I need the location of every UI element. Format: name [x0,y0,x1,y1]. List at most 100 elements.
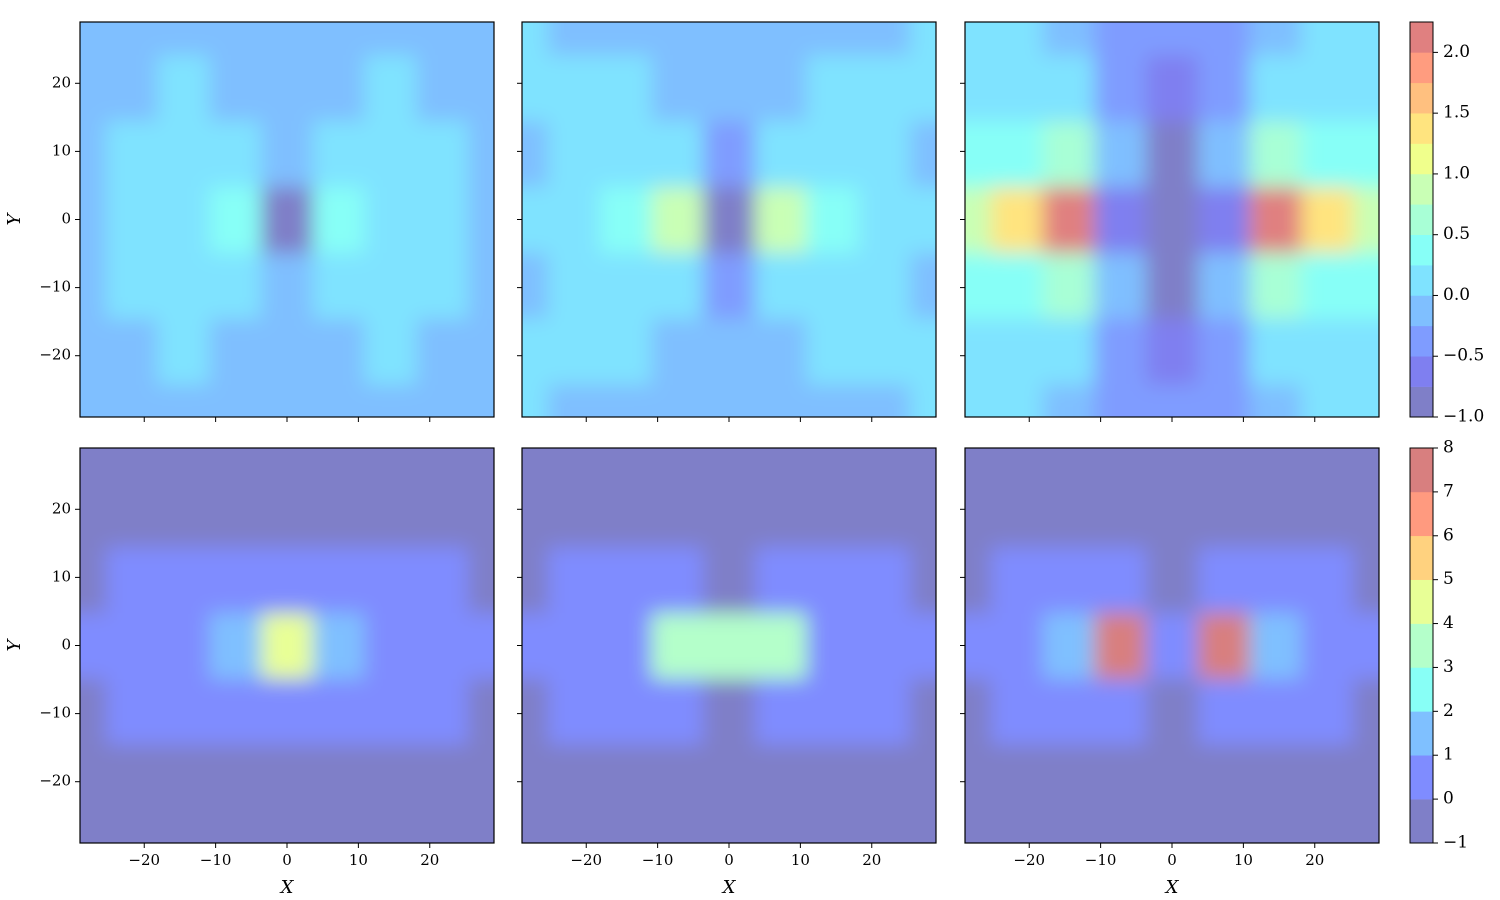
contour-cell [910,744,936,811]
contour-cell [1197,318,1251,385]
contour-cell [80,810,107,843]
contour-cell [468,120,494,188]
colorbar-tick-label: 0.5 [1443,224,1470,244]
colorbar-tick-label: 1 [1443,745,1454,765]
contour-cell [1301,384,1354,417]
contour-cell [364,546,417,614]
x-tick-label: 0 [282,851,292,869]
contour-cell [1197,612,1251,679]
contour-cell [965,186,992,253]
colorbar-frame [1409,21,1434,418]
contour-cell [522,186,549,253]
contour-cell [105,120,159,188]
contour-cell [965,480,992,548]
contour-cell [364,318,417,385]
contour-cell [754,612,808,679]
contour-cell [468,612,494,679]
x-tick-label: −10 [642,851,674,869]
contour-cell [1146,744,1199,811]
contour-cell [1249,448,1302,482]
contour-cell [312,678,366,745]
contour-cell [990,546,1044,614]
contour-cell [547,810,601,843]
contour-cell [261,744,314,811]
contour-cell [80,252,107,319]
contour-cell [1353,384,1379,417]
contour-cell [416,448,469,482]
colorbar-band [1410,448,1433,493]
contour-cell [1094,54,1147,122]
contour-cell [1042,678,1095,745]
contour-cell [105,810,159,843]
contour-cell [547,186,601,253]
contour-cell [858,448,911,482]
contour-cell [1301,810,1354,843]
colorbar-tick-label: 7 [1443,481,1454,501]
contour-cell [806,448,859,482]
contour-cell [1301,22,1354,56]
contour-cell [858,546,911,614]
contour-cell [1249,546,1302,614]
colorbar-band [1410,579,1433,624]
x-tick-label: 20 [862,851,881,869]
contour-cell [209,448,262,482]
contour-cell [1353,318,1379,385]
contour-cell [990,186,1044,253]
colorbar-tick-label: 6 [1443,525,1454,545]
contour-cell [80,744,107,811]
field [522,22,936,417]
contour-cell [1301,252,1354,319]
contour-cell [703,252,756,319]
contour-cell [1146,810,1199,843]
contour-cell [547,384,601,417]
contour-cell [364,252,417,319]
colorbar-tick-label: 4 [1443,613,1454,633]
contour-cell [261,480,314,548]
contour-cell [1197,480,1251,548]
contour-cell [416,678,469,745]
contour-cell [1042,252,1095,319]
contour-cell [1353,678,1379,745]
contour-cell [1042,22,1095,56]
contour-cell [209,384,262,417]
contour-cell [1094,252,1147,319]
contour-cell [651,318,704,385]
contour-cell [1146,546,1199,614]
contour-cell [547,252,601,319]
x-tick-label: −10 [1085,851,1117,869]
x-axis-label: X [1164,877,1180,898]
contour-cell [651,448,704,482]
contour-cell [416,22,469,56]
contour-cell [910,54,936,122]
contour-cell [1042,546,1095,614]
contour-cell [651,744,704,811]
contour-cell [858,120,911,188]
contour-cell [910,318,936,385]
colorbar-tick-label: 2.0 [1443,42,1470,62]
contour-cell [1249,480,1302,548]
contour-cell [1301,612,1354,679]
field [80,448,494,843]
contour-cell [754,22,808,56]
colorbar-band [1410,386,1433,418]
contour-cell [157,448,210,482]
contour-cell [105,252,159,319]
contour-cell [599,546,652,614]
contour-cell [261,120,314,188]
y-tick-label: 10 [52,567,71,585]
colorbar-band [1410,535,1433,580]
contour-cell [1353,480,1379,548]
contour-cell [416,54,469,122]
contour-cell [157,744,210,811]
contour-cell [754,54,808,122]
contour-cell [703,318,756,385]
contour-cell [1094,448,1147,482]
contour-cell [209,252,262,319]
contour-cell [80,546,107,614]
contour-cell [468,384,494,417]
contour-cell [1094,678,1147,745]
contour-cell [806,612,859,679]
contour-cell [261,384,314,417]
contour-cell [910,120,936,188]
contour-cell [599,480,652,548]
